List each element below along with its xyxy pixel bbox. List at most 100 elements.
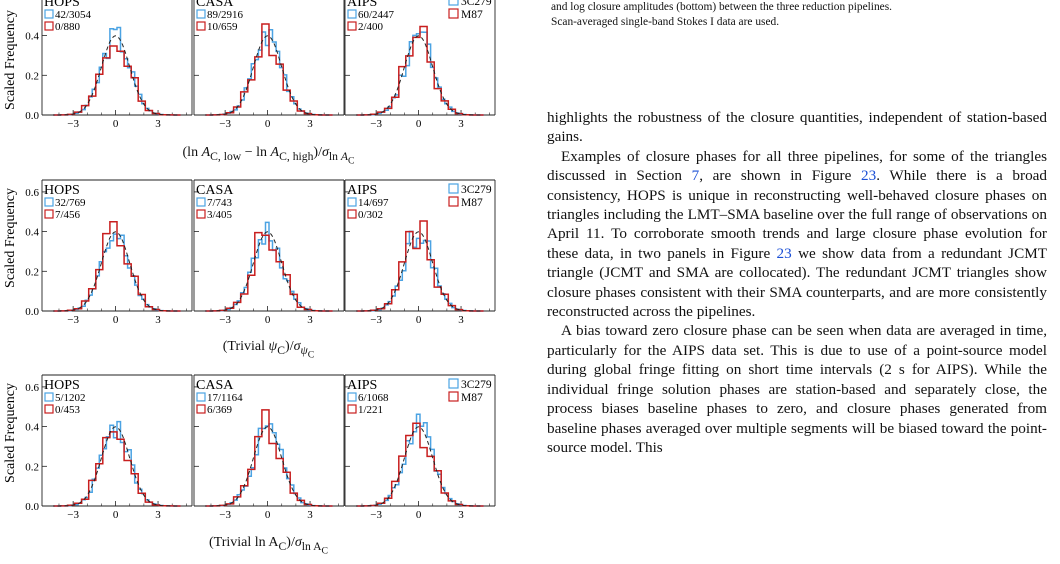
caption-line-1: and log closure amplitudes (bottom) betw…: [551, 1, 892, 13]
x-tick-label: 0: [265, 118, 271, 130]
figure-23-link-2[interactable]: 23: [776, 244, 792, 262]
histogram-m87: [53, 221, 181, 312]
legend-swatch: [196, 197, 206, 207]
legend-swatch: [448, 183, 459, 194]
legend-swatch: [44, 392, 54, 402]
y-axis-label: Scaled Frequency: [3, 10, 18, 110]
legend-swatch: [196, 209, 206, 219]
y-tick-label: 0.0: [25, 306, 39, 318]
caption-line-2: Scan-averaged single-band Stokes I data …: [551, 16, 780, 28]
count-label: 7/743: [207, 197, 233, 209]
x-axis-label: (Trivial ψC)/σψC: [223, 339, 314, 360]
y-tick-label: 0.2: [25, 461, 39, 473]
count-label: 60/2447: [358, 9, 395, 21]
x-tick-label: −3: [219, 118, 231, 130]
y-axis-label: Scaled Frequency: [3, 383, 18, 483]
paragraph-2-part-a: Examples of closure phases for all three…: [547, 147, 1047, 185]
legend-swatch: [347, 21, 357, 31]
count-label: 1/221: [358, 404, 383, 416]
x-tick-label: 0: [113, 314, 119, 326]
x-tick-label: 0: [113, 118, 119, 130]
x-tick-label: −3: [370, 509, 382, 521]
count-label: 2/400: [358, 21, 384, 33]
figure-23-link[interactable]: 23: [861, 167, 877, 185]
panel-title: AIPS: [347, 0, 377, 10]
x-tick-label: 3: [307, 118, 313, 130]
gaussian-curve: [353, 231, 483, 312]
y-tick-label: 0.2: [25, 70, 39, 82]
legend-swatch: [448, 378, 459, 389]
legend-label: 3C279: [461, 379, 492, 391]
legend-swatch: [196, 404, 206, 414]
histogram-m87: [205, 409, 333, 507]
count-label: 32/769: [55, 197, 86, 209]
body-text: highlights the robustness of the closure…: [547, 108, 1047, 457]
paragraph-2-part-c: . While there is a broad consistency, HO…: [547, 167, 1048, 262]
legend-label: 3C279: [461, 184, 492, 196]
x-axis-label: (ln AC, low − ln AC, high)/σln AC: [183, 145, 355, 166]
y-tick-label: 0.0: [25, 110, 39, 122]
x-tick-label: 3: [307, 314, 313, 326]
gaussian-curve: [353, 426, 483, 507]
gaussian-curve: [202, 231, 332, 312]
histogram-m87: [205, 23, 333, 116]
x-tick-label: −3: [67, 509, 79, 521]
count-label: 89/2916: [207, 9, 244, 21]
legend-swatch: [347, 9, 357, 19]
y-tick-label: 0.4: [25, 31, 39, 43]
legend-swatch: [448, 0, 459, 6]
count-label: 0/880: [55, 21, 81, 33]
paragraph-3: A bias toward zero closure phase can be …: [547, 322, 1047, 456]
panel-title: CASA: [196, 0, 234, 10]
x-axis-label: (Trivial ln AC)/σln AC: [209, 535, 328, 556]
y-axis-label: Scaled Frequency: [3, 188, 18, 288]
panel-title: AIPS: [347, 183, 377, 198]
x-tick-label: −3: [219, 314, 231, 326]
legend-swatch: [448, 8, 459, 19]
x-tick-label: −3: [67, 314, 79, 326]
count-label: 5/1202: [55, 392, 86, 404]
y-tick-label: 0.6: [25, 187, 39, 199]
x-tick-label: 3: [458, 509, 464, 521]
legend-label: M87: [461, 197, 483, 209]
histogram-3c279: [53, 26, 181, 116]
panel-title: CASA: [196, 183, 234, 198]
paragraph-1: highlights the robustness of the closure…: [547, 109, 1047, 146]
legend-swatch: [44, 209, 54, 219]
count-label: 6/1068: [358, 392, 389, 404]
panel-title: HOPS: [44, 183, 80, 198]
legend-swatch: [347, 197, 357, 207]
legend-label: M87: [461, 9, 483, 21]
figure-caption: and log closure amplitudes (bottom) betw…: [551, 0, 1051, 30]
paragraph-2-part-d: we show data from a redundant JCMT trian…: [547, 244, 1047, 321]
count-label: 7/456: [55, 209, 81, 221]
gaussian-curve: [202, 35, 332, 116]
histogram-m87: [356, 220, 484, 312]
x-tick-label: −3: [370, 118, 382, 130]
section-7-link[interactable]: 7: [691, 167, 700, 185]
x-tick-label: 3: [307, 509, 313, 521]
count-label: 0/453: [55, 404, 81, 416]
legend-swatch: [44, 404, 54, 414]
count-label: 42/3054: [55, 9, 92, 21]
y-tick-label: 0.0: [25, 501, 39, 513]
count-label: 10/659: [207, 21, 238, 33]
legend-swatch: [347, 209, 357, 219]
count-label: 14/697: [358, 197, 389, 209]
legend-swatch: [44, 21, 54, 31]
legend-swatch: [196, 392, 206, 402]
panel-title: CASA: [196, 378, 234, 393]
legend-swatch: [347, 404, 357, 414]
paragraph-2: Examples of closure phases for all three…: [547, 147, 1047, 322]
x-tick-label: −3: [370, 314, 382, 326]
x-tick-label: 3: [155, 118, 161, 130]
gaussian-curve: [353, 35, 483, 116]
legend-label: 3C279: [461, 0, 492, 8]
